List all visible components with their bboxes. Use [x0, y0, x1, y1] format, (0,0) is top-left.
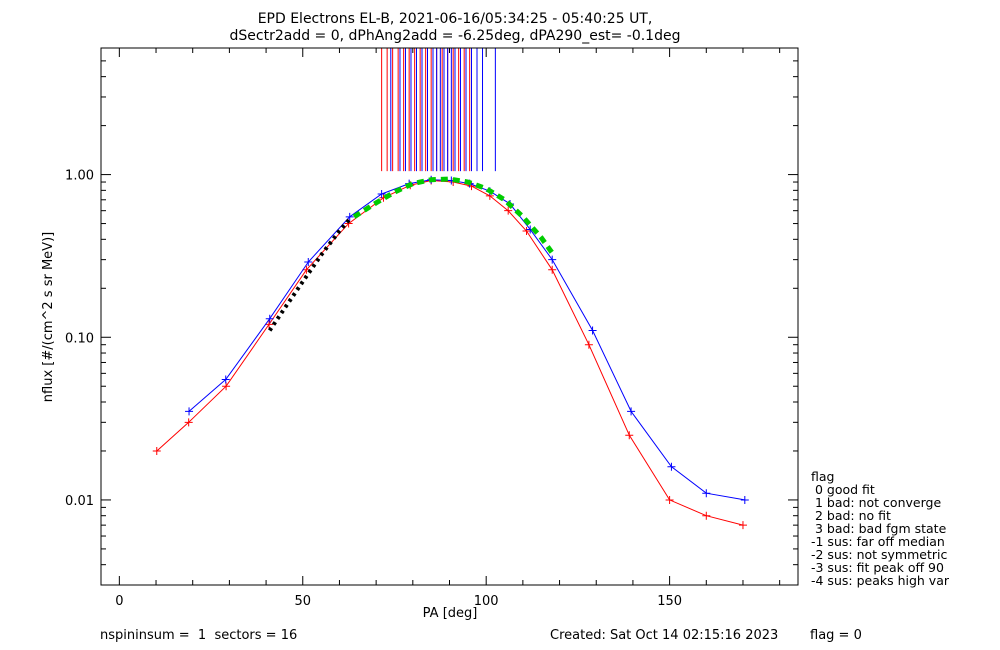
footer-created: Created: Sat Oct 14 02:15:16 2023	[550, 628, 778, 643]
chart-title: EPD Electrons EL-B, 2021-06-16/05:34:25 …	[258, 11, 653, 27]
data-point-marker	[222, 382, 231, 391]
data-point-marker	[665, 495, 674, 504]
x-tick-label: 100	[474, 594, 499, 609]
data-point-marker	[304, 258, 313, 267]
data-point-marker	[185, 407, 194, 416]
series-line	[352, 176, 555, 255]
flag-legend-entry: 0 good fit	[811, 482, 875, 497]
y-axis-label: nflux [#/(cm^2 s sr MeV)]	[41, 232, 56, 402]
flag-legend-entry: 1 bad: not converge	[811, 495, 941, 510]
flag-legend-entry: -2 sus: not symmetric	[811, 547, 947, 562]
flag-legend-entry: -4 sus: peaks high var	[811, 573, 950, 588]
x-tick-label: 150	[657, 594, 682, 609]
flag-legend: flag 0 good fit 1 bad: not converge 2 ba…	[811, 469, 950, 588]
data-point-marker	[702, 489, 711, 498]
series-line	[268, 216, 353, 332]
x-tick-label: 0	[115, 594, 123, 609]
flag-legend-entry: -1 sus: far off median	[811, 534, 945, 549]
data-point-marker	[584, 340, 593, 349]
footer-spin-info: nspininsum = 1 sectors = 16	[100, 628, 297, 643]
data-point-marker	[522, 227, 531, 236]
footer-flag: flag = 0	[810, 628, 862, 643]
axes-layer: 0 50 100 150 0.01 0.10 1.00	[65, 47, 798, 609]
y-tick-label: 0.01	[65, 494, 94, 509]
flag-legend-entry: 3 bad: bad fgm state	[811, 521, 947, 536]
data-point-marker	[625, 431, 634, 440]
y-tick-label: 0.10	[65, 331, 94, 346]
y-tick-label: 1.00	[65, 169, 94, 184]
flag-legend-heading: flag	[811, 469, 834, 484]
plot-frame	[100, 47, 799, 586]
data-point-marker	[702, 511, 711, 520]
data-point-marker	[738, 521, 747, 530]
data-point-marker	[265, 314, 274, 323]
series-line	[188, 179, 745, 501]
data-layer	[152, 48, 749, 530]
x-axis-label: PA [deg]	[423, 606, 478, 621]
data-point-marker	[221, 375, 230, 384]
data-point-marker	[588, 326, 597, 335]
chart-subtitle: dSectr2add = 0, dPhAng2add = -6.25deg, d…	[230, 28, 681, 44]
data-point-marker	[627, 407, 636, 416]
data-point-marker	[548, 265, 557, 274]
data-point-marker	[265, 320, 274, 329]
flag-legend-entry: 2 bad: no fit	[811, 508, 891, 523]
flag-legend-entry: -3 sus: fit peak off 90	[811, 560, 944, 575]
data-point-marker	[548, 255, 557, 264]
data-point-marker	[740, 495, 749, 504]
data-point-marker	[152, 446, 161, 455]
data-point-marker	[184, 418, 193, 427]
data-point-marker	[504, 206, 513, 215]
x-tick-label: 50	[294, 594, 311, 609]
data-point-marker	[377, 189, 386, 198]
series-line	[156, 179, 744, 526]
data-point-marker	[667, 462, 676, 471]
data-point-marker	[345, 212, 354, 221]
